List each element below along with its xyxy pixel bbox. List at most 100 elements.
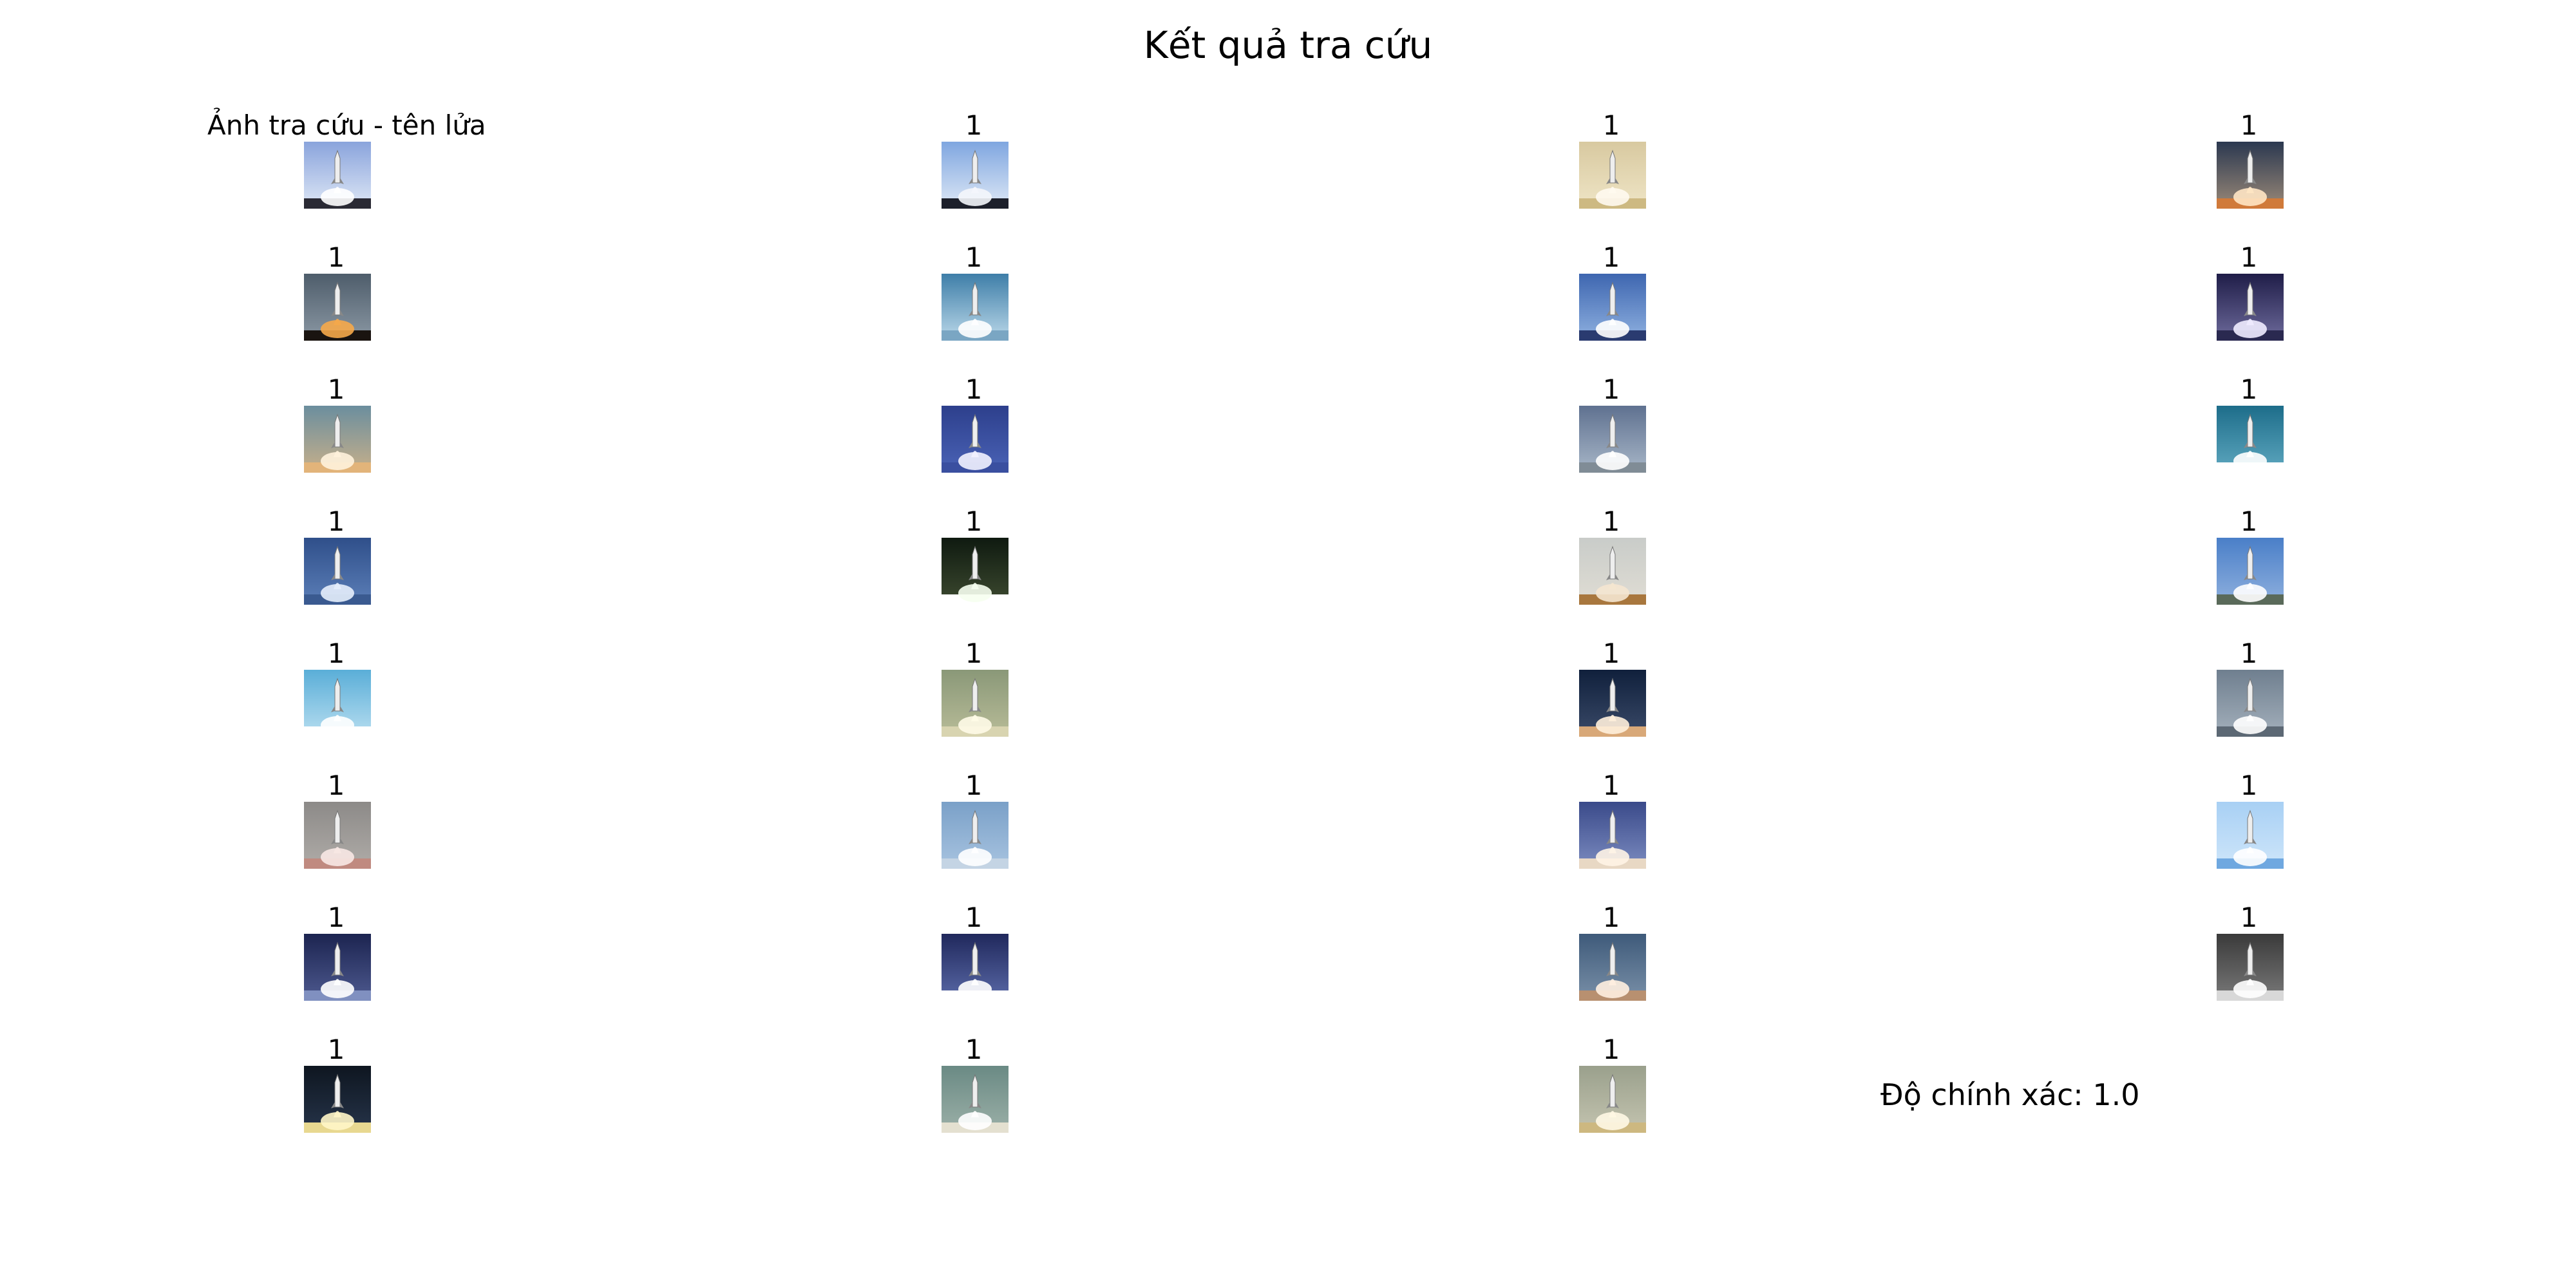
rocket-image: [304, 142, 371, 209]
result-label: 1: [2240, 770, 2258, 801]
result-image: [1579, 274, 1646, 341]
result-label: 1: [965, 902, 983, 933]
result-cell: 1: [942, 242, 1199, 370]
result-image: [942, 274, 1009, 341]
result-image: [2217, 802, 2284, 869]
result-label: 1: [965, 638, 983, 669]
result-cell: 1: [2217, 374, 2474, 502]
result-image: [304, 934, 371, 1001]
rocket-image: [1579, 142, 1646, 209]
result-cell: 1: [942, 770, 1199, 898]
result-cell: 1: [304, 506, 562, 634]
result-image: [2217, 934, 2284, 1001]
result-label: 1: [1602, 902, 1620, 933]
result-image: [304, 802, 371, 869]
rocket-image: [304, 802, 371, 869]
accuracy-text: Độ chính xác: 1.0: [1880, 1077, 2140, 1112]
result-label: 1: [2240, 506, 2258, 537]
result-label: 1: [327, 902, 345, 933]
rocket-image: [1579, 1066, 1646, 1133]
result-cell: 1: [304, 770, 562, 898]
result-cell: 1: [2217, 242, 2474, 370]
rocket-image: [304, 934, 371, 1001]
result-label: 1: [2240, 242, 2258, 273]
result-cell: 1: [304, 638, 562, 766]
result-label: 1: [965, 770, 983, 801]
result-cell: 1: [1579, 1034, 1837, 1162]
rocket-image: [2217, 406, 2284, 473]
result-cell: 1: [942, 109, 1199, 238]
result-label: 1: [2240, 638, 2258, 669]
figure-title: Kết quả tra cứu: [1143, 23, 1433, 67]
rocket-image: [942, 934, 1009, 1001]
result-image: [942, 538, 1009, 605]
rocket-image: [2217, 802, 2284, 869]
result-label: 1: [965, 374, 983, 405]
result-image: [1579, 538, 1646, 605]
rocket-image: [2217, 142, 2284, 209]
result-label: 1: [1602, 638, 1620, 669]
result-image: [2217, 406, 2284, 473]
result-cell: 1: [1579, 770, 1837, 898]
rocket-image: [304, 274, 371, 341]
rocket-image: [2217, 670, 2284, 737]
result-image: [942, 802, 1009, 869]
result-label: 1: [1602, 242, 1620, 273]
result-cell: 1: [304, 242, 562, 370]
rocket-image: [942, 1066, 1009, 1133]
result-image: [1579, 802, 1646, 869]
result-image: [1579, 1066, 1646, 1133]
result-cell: 1: [1579, 506, 1837, 634]
rocket-image: [2217, 538, 2284, 605]
rocket-image: [2217, 934, 2284, 1001]
result-cell: 1: [942, 902, 1199, 1030]
result-cell: 1: [1579, 242, 1837, 370]
result-image: [942, 934, 1009, 1001]
result-cell: 1: [1579, 638, 1837, 766]
query-image: [304, 142, 371, 209]
result-label: 1: [2240, 374, 2258, 405]
result-label: 1: [1602, 109, 1620, 141]
rocket-image: [942, 802, 1009, 869]
result-label: 1: [327, 638, 345, 669]
result-cell: 1: [2217, 109, 2474, 238]
result-image: [304, 274, 371, 341]
result-image: [1579, 142, 1646, 209]
result-image: [2217, 142, 2284, 209]
query-label: Ảnh tra cứu - tên lửa: [207, 109, 486, 141]
result-cell: 1: [942, 374, 1199, 502]
rocket-image: [1579, 274, 1646, 341]
result-cell: 1: [304, 902, 562, 1030]
rocket-image: [2217, 274, 2284, 341]
result-image: [942, 406, 1009, 473]
result-cell: 1: [942, 638, 1199, 766]
result-label: 1: [1602, 506, 1620, 537]
result-label: 1: [327, 374, 345, 405]
result-cell: 1: [1579, 109, 1837, 238]
result-image: [2217, 274, 2284, 341]
result-cell: 1: [2217, 506, 2474, 634]
result-image: [942, 670, 1009, 737]
result-image: [304, 406, 371, 473]
result-image: [304, 670, 371, 737]
rocket-image: [942, 142, 1009, 209]
rocket-image: [1579, 802, 1646, 869]
result-label: 1: [2240, 902, 2258, 933]
result-image: [304, 538, 371, 605]
result-cell: 1: [304, 1034, 562, 1162]
result-label: 1: [1602, 1034, 1620, 1065]
result-image: [2217, 670, 2284, 737]
result-label: 1: [327, 770, 345, 801]
result-image: [1579, 670, 1646, 737]
result-cell: 1: [1579, 902, 1837, 1030]
result-cell: 1: [2217, 770, 2474, 898]
result-label: 1: [965, 506, 983, 537]
rocket-image: [942, 274, 1009, 341]
result-cell: 1: [2217, 902, 2474, 1030]
result-label: 1: [327, 506, 345, 537]
result-cell: 1: [304, 374, 562, 502]
rocket-image: [304, 1066, 371, 1133]
result-image: [942, 1066, 1009, 1133]
result-cell: 1: [2217, 638, 2474, 766]
rocket-image: [1579, 670, 1646, 737]
